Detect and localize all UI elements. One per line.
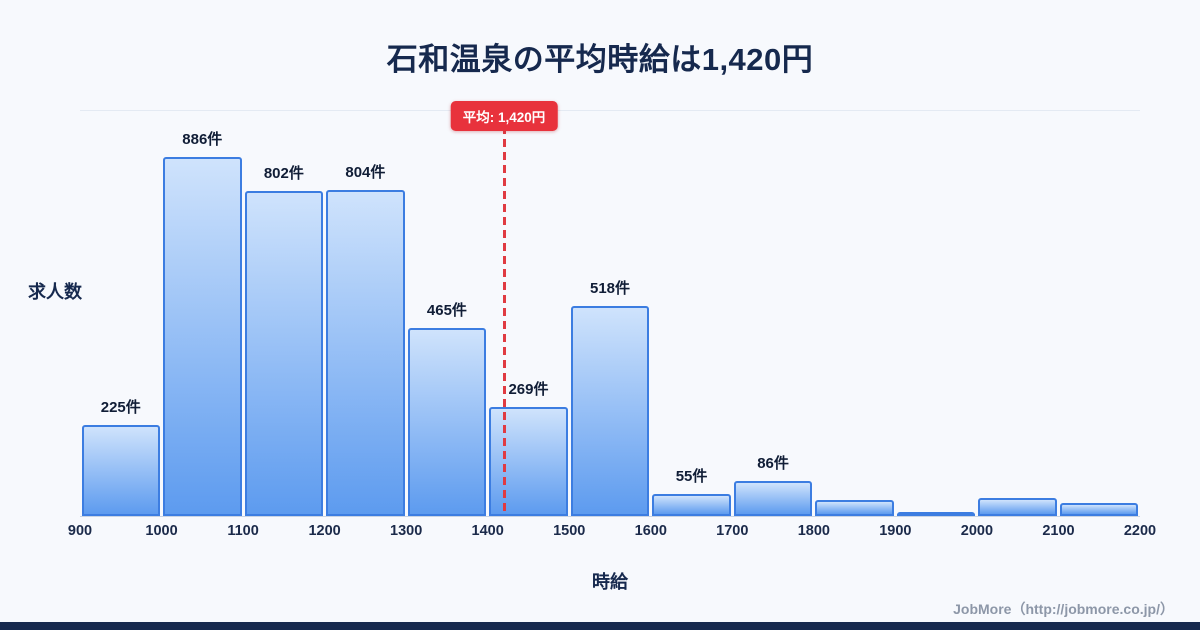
histogram-bar — [570, 306, 650, 516]
bar-count-label: 804件 — [345, 164, 386, 181]
x-axis-tick: 2100 — [1042, 523, 1075, 539]
footer-credit: JobMore（http://jobmore.co.jp/） — [953, 601, 1174, 617]
histogram-bar — [978, 498, 1057, 516]
x-axis-tick: 900 — [67, 523, 93, 539]
x-axis-tick: 1600 — [634, 523, 667, 539]
bar-count-label: 225件 — [100, 399, 141, 416]
x-axis-tick: 2000 — [960, 523, 994, 539]
bar-count-label: 802件 — [263, 165, 304, 182]
histogram-bar — [733, 481, 813, 516]
histogram-bar — [652, 494, 731, 516]
histogram-bar — [407, 328, 487, 516]
average-line — [502, 113, 506, 516]
x-axis-tick: 1500 — [553, 523, 586, 539]
histogram-bar — [1059, 503, 1139, 516]
x-axis-label: 時給 — [592, 572, 628, 592]
x-axis-tick: 1700 — [716, 523, 749, 539]
bar-count-label: 886件 — [182, 131, 223, 148]
x-axis-tick: 2200 — [1123, 523, 1157, 539]
x-axis-tick: 1200 — [308, 523, 341, 539]
plot-area: 平均: 1,420円 225件 886件 802件 804件 465件 269件 518件 5… — [80, 101, 1140, 517]
x-axis-tick: 1000 — [145, 523, 178, 539]
histogram-bar — [244, 191, 324, 516]
histogram-bar — [81, 425, 161, 516]
histogram-bar — [896, 512, 976, 516]
histogram-bar — [489, 407, 568, 516]
y-axis-label: 求人数 — [28, 282, 82, 302]
bar-count-label: 86件 — [757, 455, 789, 472]
x-axis-tick: 1800 — [797, 523, 830, 539]
bar-count-label: 269件 — [508, 381, 549, 398]
average-badge: 平均: 1,420円 — [450, 101, 558, 131]
histogram-bar — [163, 157, 242, 516]
bar-count-label: 518件 — [589, 280, 631, 297]
histogram-bar — [815, 500, 894, 516]
x-axis-ticks: 900 1000 1100 1200 1300 1400 1500 1600 1700 1800 1… — [68, 523, 1156, 543]
x-axis-tick: 1900 — [879, 523, 912, 539]
x-axis-tick: 1400 — [471, 523, 504, 539]
page-title: 石和温泉の平均時給は1,420円 — [386, 42, 814, 77]
bar-count-label: 55件 — [675, 468, 708, 485]
bottom-accent-strip — [0, 622, 1200, 630]
histogram-bar — [326, 190, 405, 516]
bar-count-label: 465件 — [426, 302, 467, 319]
x-axis-tick: 1100 — [227, 523, 259, 539]
x-axis-tick: 1300 — [390, 523, 423, 539]
